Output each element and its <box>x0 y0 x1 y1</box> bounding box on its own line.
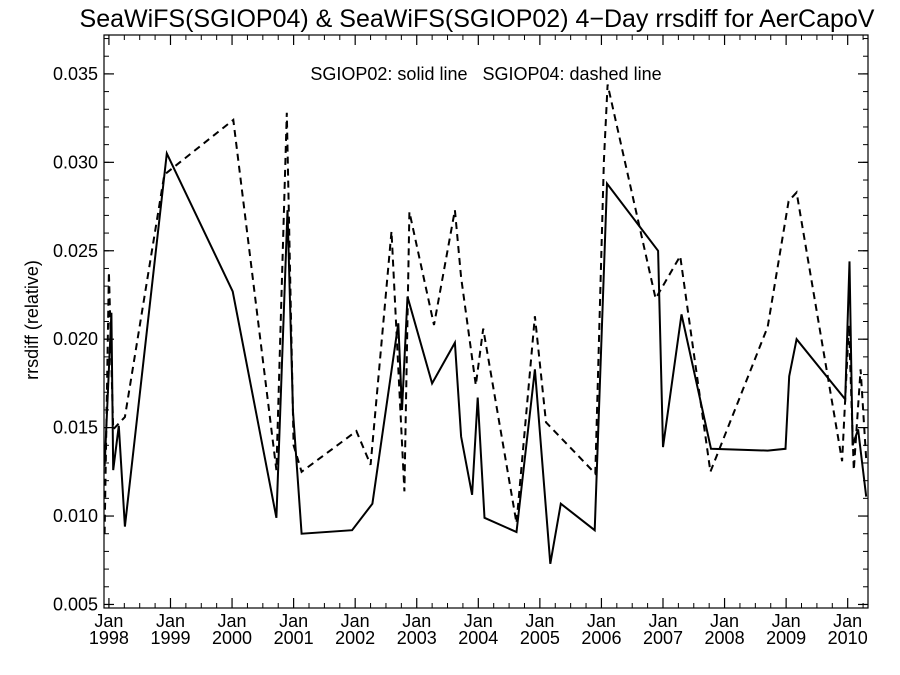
x-tick-month-label: Jan <box>402 611 431 631</box>
plot-frame <box>103 34 869 609</box>
x-tick-year-label: 2008 <box>705 628 745 648</box>
y-tick-label: 0.030 <box>53 152 98 172</box>
x-tick-month-label: Jan <box>525 611 554 631</box>
x-tick-year-label: 2002 <box>335 628 375 648</box>
x-tick-month-label: Jan <box>772 611 801 631</box>
x-tick-month-label: Jan <box>464 611 493 631</box>
x-tick-month-label: Jan <box>279 611 308 631</box>
x-tick-month-label: Jan <box>710 611 739 631</box>
y-tick-label: 0.015 <box>53 418 98 438</box>
x-tick-month-label: Jan <box>218 611 247 631</box>
x-tick-year-label: 2010 <box>828 628 868 648</box>
x-tick-year-label: 2000 <box>212 628 252 648</box>
x-tick-year-label: 2005 <box>520 628 560 648</box>
y-tick-label: 0.010 <box>53 506 98 526</box>
chart-title: SeaWiFS(SGIOP04) & SeaWiFS(SGIOP02) 4−Da… <box>80 5 875 33</box>
x-tick-month-label: Jan <box>341 611 370 631</box>
series-line-sgiop02 <box>103 149 868 564</box>
x-tick-year-label: 1999 <box>150 628 190 648</box>
x-tick-year-label: 2007 <box>643 628 683 648</box>
y-tick-label: 0.025 <box>53 241 98 261</box>
axis-ticks: 0.0050.0100.0150.0200.0250.0300.035Jan19… <box>53 35 868 648</box>
legend-annotation: SGIOP02: solid line SGIOP04: dashed line <box>310 64 661 84</box>
x-tick-year-label: 2006 <box>581 628 621 648</box>
x-tick-month-label: Jan <box>833 611 862 631</box>
x-tick-year-label: 1998 <box>89 628 129 648</box>
series-lines <box>103 84 868 564</box>
x-tick-month-label: Jan <box>587 611 616 631</box>
x-tick-year-label: 2001 <box>274 628 314 648</box>
y-tick-label: 0.035 <box>53 64 98 84</box>
series-line-sgiop04 <box>103 84 868 534</box>
x-tick-month-label: Jan <box>94 611 123 631</box>
x-tick-year-label: 2004 <box>458 628 498 648</box>
x-tick-year-label: 2009 <box>766 628 806 648</box>
x-tick-month-label: Jan <box>156 611 185 631</box>
y-tick-label: 0.005 <box>53 594 98 614</box>
x-tick-year-label: 2003 <box>397 628 437 648</box>
y-axis-label: rrsdiff (relative) <box>22 260 42 380</box>
x-tick-month-label: Jan <box>648 611 677 631</box>
y-tick-label: 0.020 <box>53 329 98 349</box>
